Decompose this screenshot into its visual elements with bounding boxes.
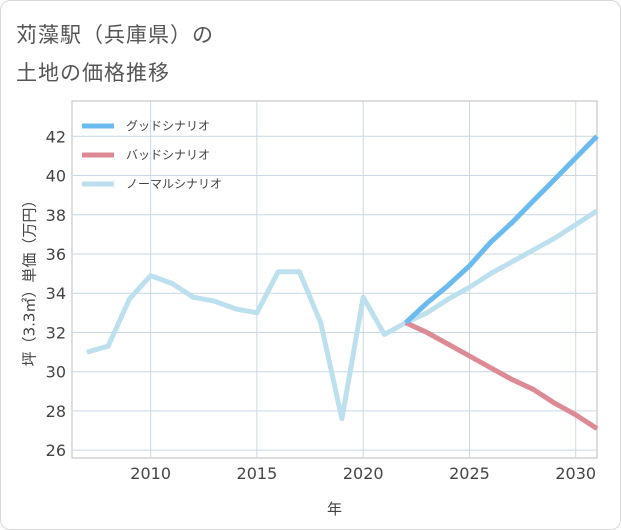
y-tick-label: 36: [46, 245, 66, 264]
x-axis-title: 年: [327, 500, 342, 518]
y-tick-label: 28: [46, 402, 66, 421]
x-tick-label: 2025: [449, 464, 490, 483]
x-tick-label: 2020: [343, 464, 384, 483]
tick-labels: 2010 2015 2020 2025 2030 26 28 30 32 34 36 38 40 42: [46, 127, 596, 483]
y-tick-label: 34: [46, 284, 66, 303]
y-tick-label: 26: [46, 441, 66, 460]
legend-label-2: ノーマルシナリオ: [126, 177, 222, 191]
y-tick-label: 30: [46, 363, 66, 382]
series-line-1: [404, 320, 599, 431]
y-axis-title: 坪（3.3㎡）単価（万円）: [21, 193, 39, 367]
y-tick-label: 40: [46, 167, 66, 186]
x-tick-label: 2015: [237, 464, 278, 483]
legend-label-1: バッドシナリオ: [126, 148, 210, 162]
grid: [72, 101, 597, 458]
x-tick-label: 2030: [555, 464, 596, 483]
x-tick-label: 2010: [130, 464, 171, 483]
y-tick-label: 42: [46, 127, 66, 146]
series-line-0: [404, 134, 599, 325]
legend-label-0: グッドシナリオ: [126, 119, 210, 133]
y-tick-label: 38: [46, 206, 66, 225]
y-tick-label: 32: [46, 323, 66, 342]
series-line-2: [86, 208, 599, 422]
series-lines: [86, 134, 599, 431]
chart-title-line-1: 苅藻駅（兵庫県）の: [16, 23, 214, 47]
chart-title-line-2: 土地の価格推移: [16, 61, 170, 85]
